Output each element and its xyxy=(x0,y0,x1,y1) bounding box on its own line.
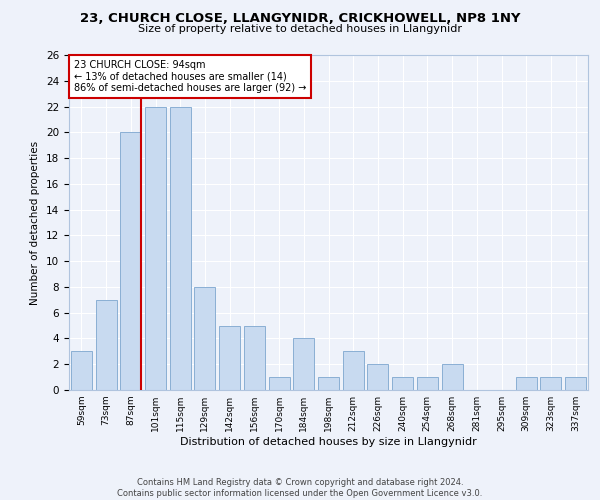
Bar xyxy=(565,377,586,390)
X-axis label: Distribution of detached houses by size in Llangynidr: Distribution of detached houses by size … xyxy=(180,437,477,447)
Bar xyxy=(95,300,116,390)
Bar xyxy=(219,326,240,390)
Y-axis label: Number of detached properties: Number of detached properties xyxy=(31,140,40,304)
Text: Size of property relative to detached houses in Llangynidr: Size of property relative to detached ho… xyxy=(138,24,462,34)
Bar xyxy=(244,326,265,390)
Bar xyxy=(516,377,537,390)
Bar xyxy=(194,287,215,390)
Bar xyxy=(120,132,141,390)
Text: Contains HM Land Registry data © Crown copyright and database right 2024.
Contai: Contains HM Land Registry data © Crown c… xyxy=(118,478,482,498)
Bar xyxy=(343,352,364,390)
Bar xyxy=(417,377,438,390)
Text: 23, CHURCH CLOSE, LLANGYNIDR, CRICKHOWELL, NP8 1NY: 23, CHURCH CLOSE, LLANGYNIDR, CRICKHOWEL… xyxy=(80,12,520,26)
Bar xyxy=(442,364,463,390)
Bar xyxy=(367,364,388,390)
Bar xyxy=(293,338,314,390)
Bar xyxy=(71,352,92,390)
Bar xyxy=(145,106,166,390)
Text: 23 CHURCH CLOSE: 94sqm
← 13% of detached houses are smaller (14)
86% of semi-det: 23 CHURCH CLOSE: 94sqm ← 13% of detached… xyxy=(74,60,307,93)
Bar xyxy=(541,377,562,390)
Bar xyxy=(318,377,339,390)
Bar xyxy=(170,106,191,390)
Bar xyxy=(392,377,413,390)
Bar xyxy=(269,377,290,390)
